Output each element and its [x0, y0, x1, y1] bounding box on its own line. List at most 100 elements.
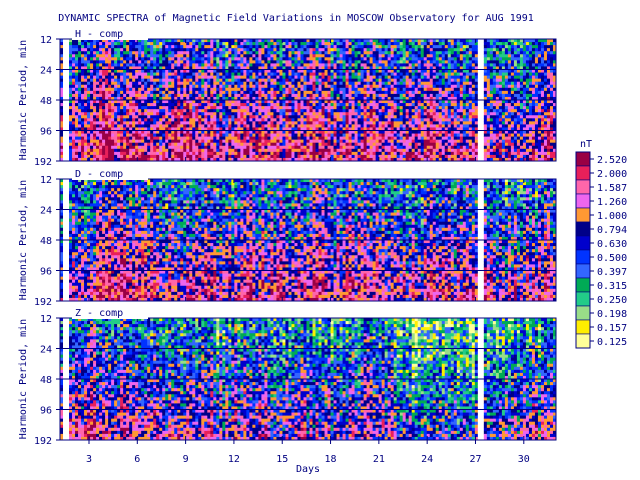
spectra-cell	[96, 121, 100, 125]
spectra-cell	[78, 121, 82, 125]
spectra-cell	[360, 115, 365, 119]
spectra-cell	[420, 72, 425, 76]
spectra-cell	[165, 133, 169, 137]
spectra-cell	[93, 145, 97, 150]
spectra-cell	[132, 93, 136, 98]
spectra-cell	[129, 63, 133, 67]
spectra-cell	[372, 106, 377, 110]
spectra-cell	[246, 96, 250, 101]
spectra-cell	[276, 93, 280, 98]
spectra-cell	[309, 142, 313, 147]
spectra-cell	[429, 139, 434, 144]
spectra-cell	[249, 115, 253, 119]
spectra-cell	[120, 45, 124, 49]
spectra-cell	[294, 93, 298, 98]
spectra-cell	[423, 103, 428, 107]
spectra-cell	[159, 60, 163, 64]
spectra-cell	[231, 115, 235, 119]
spectra-cell	[291, 45, 295, 49]
spectra-cell	[216, 118, 220, 122]
spectra-cell	[126, 127, 130, 131]
spectra-cell	[99, 100, 103, 104]
spectra-cell	[399, 45, 404, 49]
spectra-cell	[258, 72, 262, 76]
spectra-cell	[381, 109, 386, 113]
spectra-cell	[312, 100, 316, 104]
spectra-cell	[246, 51, 250, 55]
spectra-cell	[204, 124, 208, 128]
spectra-cell	[213, 145, 217, 150]
spectra-cell	[414, 124, 419, 128]
spectra-cell	[285, 145, 289, 150]
spectra-cell	[399, 63, 404, 67]
spectra-cell	[363, 81, 368, 86]
spectra-cell	[396, 66, 401, 70]
spectra-cell	[354, 63, 358, 67]
spectra-cell	[339, 60, 343, 64]
spectra-cell	[429, 109, 434, 113]
spectra-cell	[375, 60, 380, 64]
spectra-cell	[168, 96, 172, 101]
spectra-cell	[213, 42, 217, 46]
spectra-cell	[93, 69, 97, 73]
spectra-cell	[87, 103, 91, 107]
spectra-cell	[228, 69, 232, 73]
spectra-cell	[315, 75, 319, 80]
spectra-cell	[168, 69, 172, 73]
spectra-cell	[210, 66, 214, 70]
spectra-cell	[135, 78, 139, 83]
spectra-cell	[243, 51, 247, 55]
spectra-cell	[423, 106, 428, 110]
spectra-cell	[345, 87, 349, 92]
spectra-cell	[333, 93, 337, 98]
spectra-cell	[180, 39, 184, 43]
spectra-cell	[393, 81, 398, 86]
spectra-cell	[243, 157, 247, 162]
spectra-cell	[333, 157, 337, 162]
spectra-cell	[216, 106, 220, 110]
spectra-cell	[330, 90, 334, 95]
spectra-cell	[387, 145, 392, 150]
spectra-cell	[156, 139, 160, 144]
spectra-cell	[420, 54, 425, 58]
spectra-cell	[327, 100, 331, 104]
spectra-cell	[342, 154, 346, 159]
spectra-cell	[387, 87, 392, 92]
spectra-cell	[417, 48, 422, 52]
spectra-cell	[72, 112, 76, 116]
spectra-cell	[339, 69, 343, 73]
spectra-cell	[132, 145, 136, 150]
spectra-cell	[123, 93, 127, 98]
spectra-cell	[114, 151, 118, 156]
spectra-cell	[69, 66, 73, 70]
spectra-cell	[210, 75, 214, 80]
spectra-cell	[84, 139, 88, 144]
spectra-cell	[390, 75, 395, 80]
spectra-cell	[201, 54, 205, 58]
spectra-cell	[153, 48, 157, 52]
spectra-cell	[246, 121, 250, 125]
spectra-cell	[279, 133, 283, 137]
spectra-cell	[393, 45, 398, 49]
spectra-cell	[381, 154, 386, 159]
spectra-cell	[225, 63, 229, 67]
spectra-cell	[339, 75, 343, 80]
spectra-cell	[270, 142, 274, 147]
spectra-cell	[231, 157, 235, 162]
spectra-cell	[63, 139, 67, 144]
spectra-cell	[186, 100, 190, 104]
spectra-cell	[342, 42, 346, 46]
spectra-cell	[204, 151, 208, 156]
spectra-cell	[282, 148, 286, 153]
spectra-cell	[222, 112, 226, 116]
spectra-cell	[324, 45, 328, 49]
spectra-cell	[309, 42, 313, 46]
spectra-cell	[351, 112, 355, 116]
spectra-cell	[375, 154, 380, 159]
spectra-cell	[267, 87, 271, 92]
spectra-cell	[420, 145, 425, 150]
spectra-cell	[123, 157, 127, 162]
spectra-cell	[141, 63, 145, 67]
spectra-cell	[372, 118, 377, 122]
spectra-cell	[108, 81, 112, 86]
